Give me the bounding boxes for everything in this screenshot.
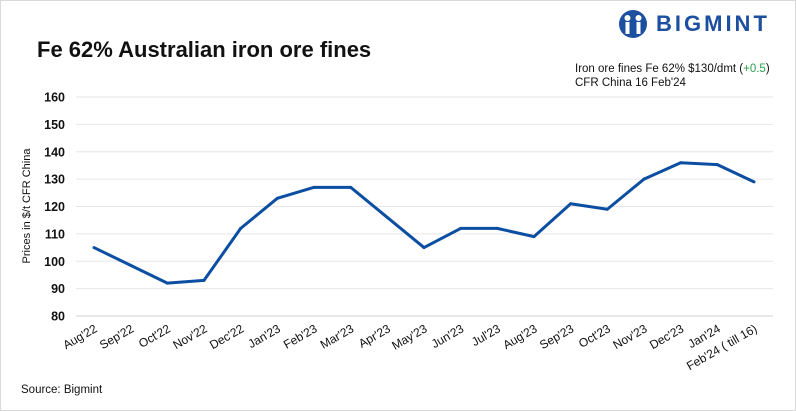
data-point xyxy=(679,161,683,165)
y-tick-label: 110 xyxy=(45,227,65,241)
x-tick-label: Oct'22 xyxy=(136,321,173,350)
x-tick-label: Jul'23 xyxy=(469,321,503,349)
annotation-text: Iron ore fines Fe 62% $130/dmt ( xyxy=(575,63,744,75)
data-point xyxy=(532,235,536,239)
data-point xyxy=(165,281,169,285)
x-tick-label: Dec'23 xyxy=(647,321,686,352)
x-tick-label: Apr'23 xyxy=(356,321,393,350)
bigmint-logo: BIGMINT xyxy=(618,9,770,39)
data-point xyxy=(715,163,719,167)
x-tick-label: Sep'22 xyxy=(97,321,136,352)
x-tick-label: Feb'23 xyxy=(281,321,320,351)
y-tick-label: 100 xyxy=(44,255,65,269)
price-change: +0.5 xyxy=(743,63,766,75)
x-tick-label: Aug'23 xyxy=(500,321,539,352)
y-tick-label: 120 xyxy=(44,200,65,214)
data-point xyxy=(569,202,573,206)
x-tick-label: Oct'23 xyxy=(576,321,613,350)
data-point xyxy=(312,185,316,189)
data-point xyxy=(385,215,389,219)
data-point xyxy=(422,246,426,250)
y-tick-label: 140 xyxy=(44,145,65,159)
x-tick-label: Nov'22 xyxy=(170,321,209,352)
bigmint-logo-icon xyxy=(619,10,647,38)
y-tick-label: 150 xyxy=(44,118,65,132)
data-point xyxy=(752,180,756,184)
source-note: Source: Bigmint xyxy=(21,384,103,396)
data-point xyxy=(349,185,353,189)
data-point xyxy=(92,246,96,250)
data-point xyxy=(605,207,609,211)
y-tick-label: 130 xyxy=(44,173,65,187)
x-tick-label: May'23 xyxy=(389,321,429,352)
data-point xyxy=(129,263,133,267)
y-axis-label: Prices in $/t CFR China xyxy=(21,148,33,264)
data-point xyxy=(275,196,279,200)
x-tick-label: Nov'23 xyxy=(610,321,649,352)
data-point xyxy=(642,177,646,181)
data-point xyxy=(239,226,243,230)
x-tick-label: Jan'23 xyxy=(246,321,284,351)
x-tick-label: Jun'23 xyxy=(429,321,467,351)
x-tick-label: Dec'22 xyxy=(207,321,246,352)
y-tick-label: 80 xyxy=(51,310,65,324)
logo-text: BIGMINT xyxy=(656,11,770,36)
series-line xyxy=(93,161,755,285)
x-tick-label: Sep'23 xyxy=(537,321,576,352)
x-tick-label: Aug'22 xyxy=(60,321,99,352)
annotation-suffix: ) xyxy=(765,63,770,75)
data-point xyxy=(459,226,463,230)
data-point xyxy=(495,226,499,230)
price-annotation: Iron ore fines Fe 62% $130/dmt (+0.5) CF… xyxy=(575,62,770,90)
y-tick-label: 90 xyxy=(51,282,65,296)
x-tick-label: Mar'23 xyxy=(318,321,357,351)
chart-title: Fe 62% Australian iron ore fines xyxy=(37,37,372,62)
annotation-date: CFR China 16 Feb'24 xyxy=(575,77,686,89)
data-point xyxy=(202,278,206,282)
y-tick-label: 160 xyxy=(44,91,65,105)
